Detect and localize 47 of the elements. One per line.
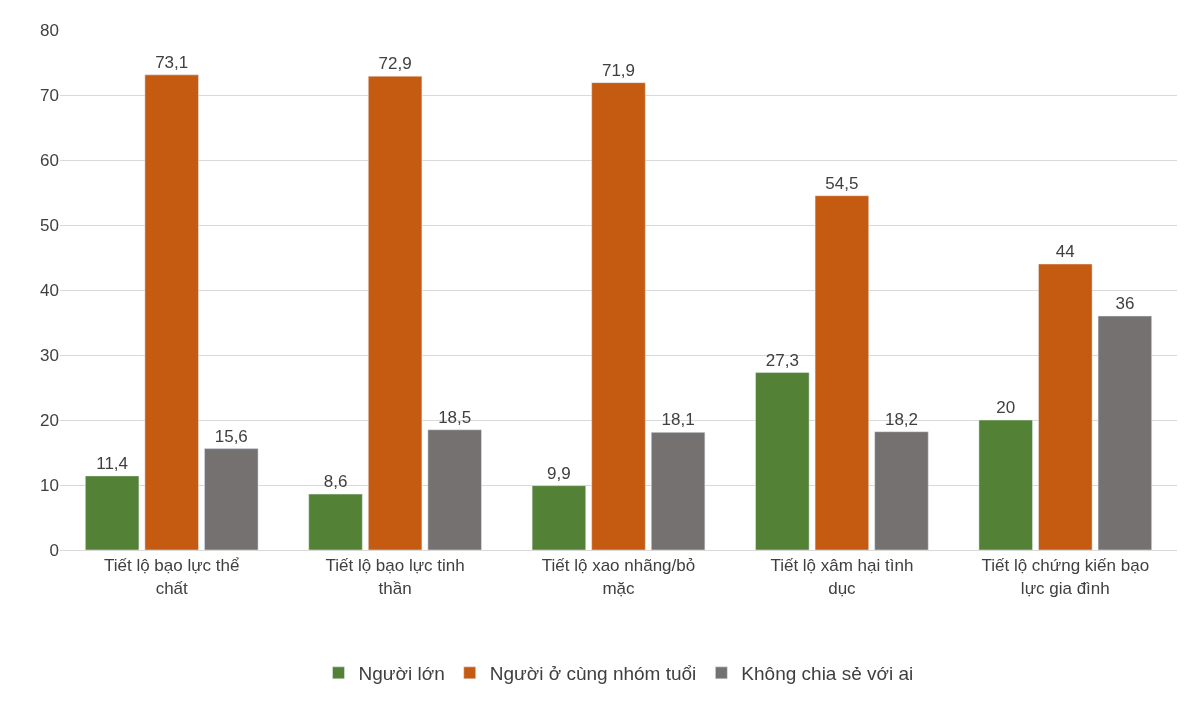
legend-label: Người ở cùng nhóm tuổi — [489, 663, 697, 685]
y-tick-label: 20 — [40, 410, 59, 430]
bar — [144, 74, 199, 550]
y-tick-label: 0 — [49, 540, 59, 560]
data-label: 11,4 — [96, 453, 129, 473]
data-label: 15,6 — [214, 426, 248, 446]
data-label: 73,1 — [155, 52, 189, 72]
data-label: 18,1 — [661, 410, 695, 430]
bar — [1097, 315, 1152, 550]
data-label: 18,5 — [438, 407, 472, 427]
bar — [814, 195, 869, 550]
x-tick-label: Tiết lộ chứng kiến bạo lực gia đình — [981, 556, 1150, 598]
y-tick-label: 70 — [40, 85, 59, 105]
bar — [651, 432, 706, 550]
bar — [85, 475, 140, 550]
data-label: 8,6 — [323, 472, 348, 492]
bar — [755, 372, 810, 550]
bar — [308, 493, 363, 550]
data-label: 54,5 — [825, 173, 859, 193]
data-label: 44 — [1055, 242, 1075, 261]
y-tick-label: 40 — [40, 280, 59, 300]
legend-label: Không chia sẻ với ai — [741, 663, 914, 685]
y-tick-label: 30 — [40, 345, 59, 365]
data-label: 9,9 — [547, 463, 571, 483]
bar — [531, 485, 586, 550]
bar — [874, 431, 929, 550]
x-tick-label: Tiết lộ bạo lực thể chất — [103, 556, 240, 598]
y-tick-label: 10 — [40, 475, 59, 495]
bar — [368, 75, 423, 550]
bar — [978, 419, 1033, 550]
data-label: 27,3 — [765, 350, 799, 370]
data-label: 20 — [996, 398, 1016, 417]
y-tick-label: 50 — [40, 215, 59, 235]
data-label: 72,9 — [378, 54, 412, 74]
x-tick-label: Tiết lộ xao nhãng/bỏ mặc — [541, 556, 696, 598]
x-tick-label: Tiết lộ bạo lực tinh thần — [325, 556, 465, 598]
y-tick-label: 80 — [40, 20, 59, 40]
y-tick-label: 60 — [40, 150, 59, 170]
x-tick-label: Tiết lộ xâm hại tình dục — [770, 556, 914, 598]
bar — [591, 82, 646, 550]
bar — [1038, 263, 1093, 550]
legend-label: Người lớn — [358, 663, 445, 685]
bar — [427, 429, 482, 550]
bar — [204, 448, 259, 550]
data-label: 36 — [1115, 294, 1135, 313]
data-label: 71,9 — [601, 60, 636, 80]
data-label: 18,2 — [884, 409, 919, 429]
